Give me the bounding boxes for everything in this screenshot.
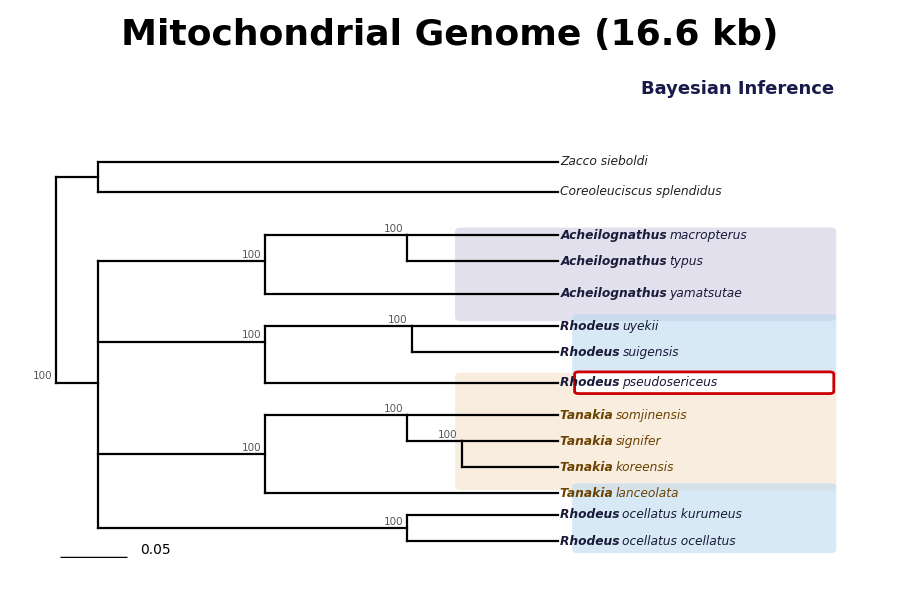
- Text: 100: 100: [384, 224, 403, 234]
- Text: 100: 100: [32, 371, 52, 381]
- Text: 100: 100: [384, 404, 403, 414]
- Text: 100: 100: [387, 315, 407, 325]
- FancyBboxPatch shape: [455, 228, 836, 321]
- Text: Tanakia: Tanakia: [560, 435, 616, 448]
- Text: Coreoleuciscus splendidus: Coreoleuciscus splendidus: [560, 185, 722, 198]
- Text: Rhodeus: Rhodeus: [560, 320, 622, 333]
- Text: suigensis: suigensis: [622, 346, 679, 359]
- Text: lanceolata: lanceolata: [616, 487, 679, 500]
- Text: Rhodeus: Rhodeus: [560, 346, 622, 359]
- FancyBboxPatch shape: [574, 372, 833, 394]
- Text: 100: 100: [242, 443, 261, 453]
- Text: Tanakia: Tanakia: [560, 461, 616, 474]
- Text: koreensis: koreensis: [616, 461, 674, 474]
- Text: uyekii: uyekii: [622, 320, 659, 333]
- Text: Rhodeus: Rhodeus: [560, 535, 622, 548]
- Text: Bayesian Inference: Bayesian Inference: [641, 80, 833, 98]
- Text: 100: 100: [242, 330, 261, 340]
- FancyBboxPatch shape: [572, 484, 836, 553]
- Text: 100: 100: [384, 517, 403, 527]
- Text: macropterus: macropterus: [670, 229, 747, 242]
- Text: signifer: signifer: [616, 435, 661, 448]
- Text: yamatsutae: yamatsutae: [670, 287, 743, 301]
- Text: 100: 100: [438, 430, 458, 440]
- Text: pseudosericeus: pseudosericeus: [622, 376, 717, 389]
- Text: Acheilognathus: Acheilognathus: [560, 287, 670, 301]
- Text: somjinensis: somjinensis: [616, 409, 687, 422]
- Text: ocellatus kurumeus: ocellatus kurumeus: [622, 508, 743, 522]
- Text: Mitochondrial Genome (16.6 kb): Mitochondrial Genome (16.6 kb): [120, 18, 779, 52]
- Text: 100: 100: [242, 250, 261, 260]
- FancyBboxPatch shape: [572, 314, 836, 380]
- Text: 0.05: 0.05: [140, 544, 171, 558]
- Text: Zacco sieboldi: Zacco sieboldi: [560, 155, 648, 168]
- Text: Acheilognathus: Acheilognathus: [560, 255, 670, 268]
- FancyBboxPatch shape: [455, 373, 836, 490]
- Text: ocellatus ocellatus: ocellatus ocellatus: [622, 535, 736, 548]
- Text: Rhodeus: Rhodeus: [560, 376, 622, 389]
- Text: Tanakia: Tanakia: [560, 487, 616, 500]
- Text: Tanakia: Tanakia: [560, 409, 616, 422]
- Text: Acheilognathus: Acheilognathus: [560, 229, 670, 242]
- Text: Rhodeus: Rhodeus: [560, 508, 622, 522]
- Text: typus: typus: [670, 255, 703, 268]
